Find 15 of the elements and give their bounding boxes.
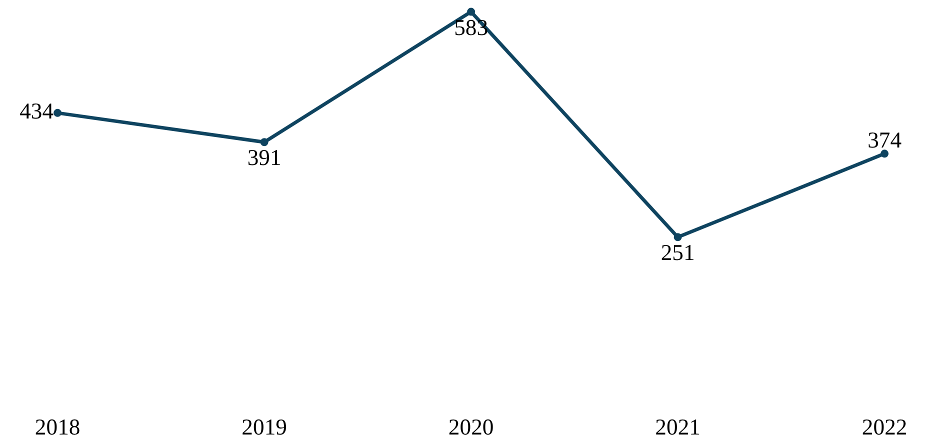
point bbox=[880, 150, 889, 158]
data-label: 583 bbox=[454, 14, 488, 40]
x-tick-label: 2021 bbox=[655, 414, 700, 440]
data-label: 391 bbox=[247, 145, 282, 170]
x-tick-label: 2020 bbox=[448, 414, 494, 440]
point bbox=[54, 108, 62, 117]
point bbox=[674, 233, 682, 242]
x-tick-label: 2019 bbox=[242, 414, 287, 440]
point bbox=[467, 8, 476, 16]
x-tick-label: 2022 bbox=[862, 414, 908, 440]
point bbox=[260, 138, 268, 146]
data-label: 434 bbox=[20, 98, 54, 124]
x-tick-label: 2018 bbox=[34, 414, 80, 440]
data-label: 251 bbox=[660, 240, 695, 266]
data-label: 374 bbox=[868, 128, 902, 153]
